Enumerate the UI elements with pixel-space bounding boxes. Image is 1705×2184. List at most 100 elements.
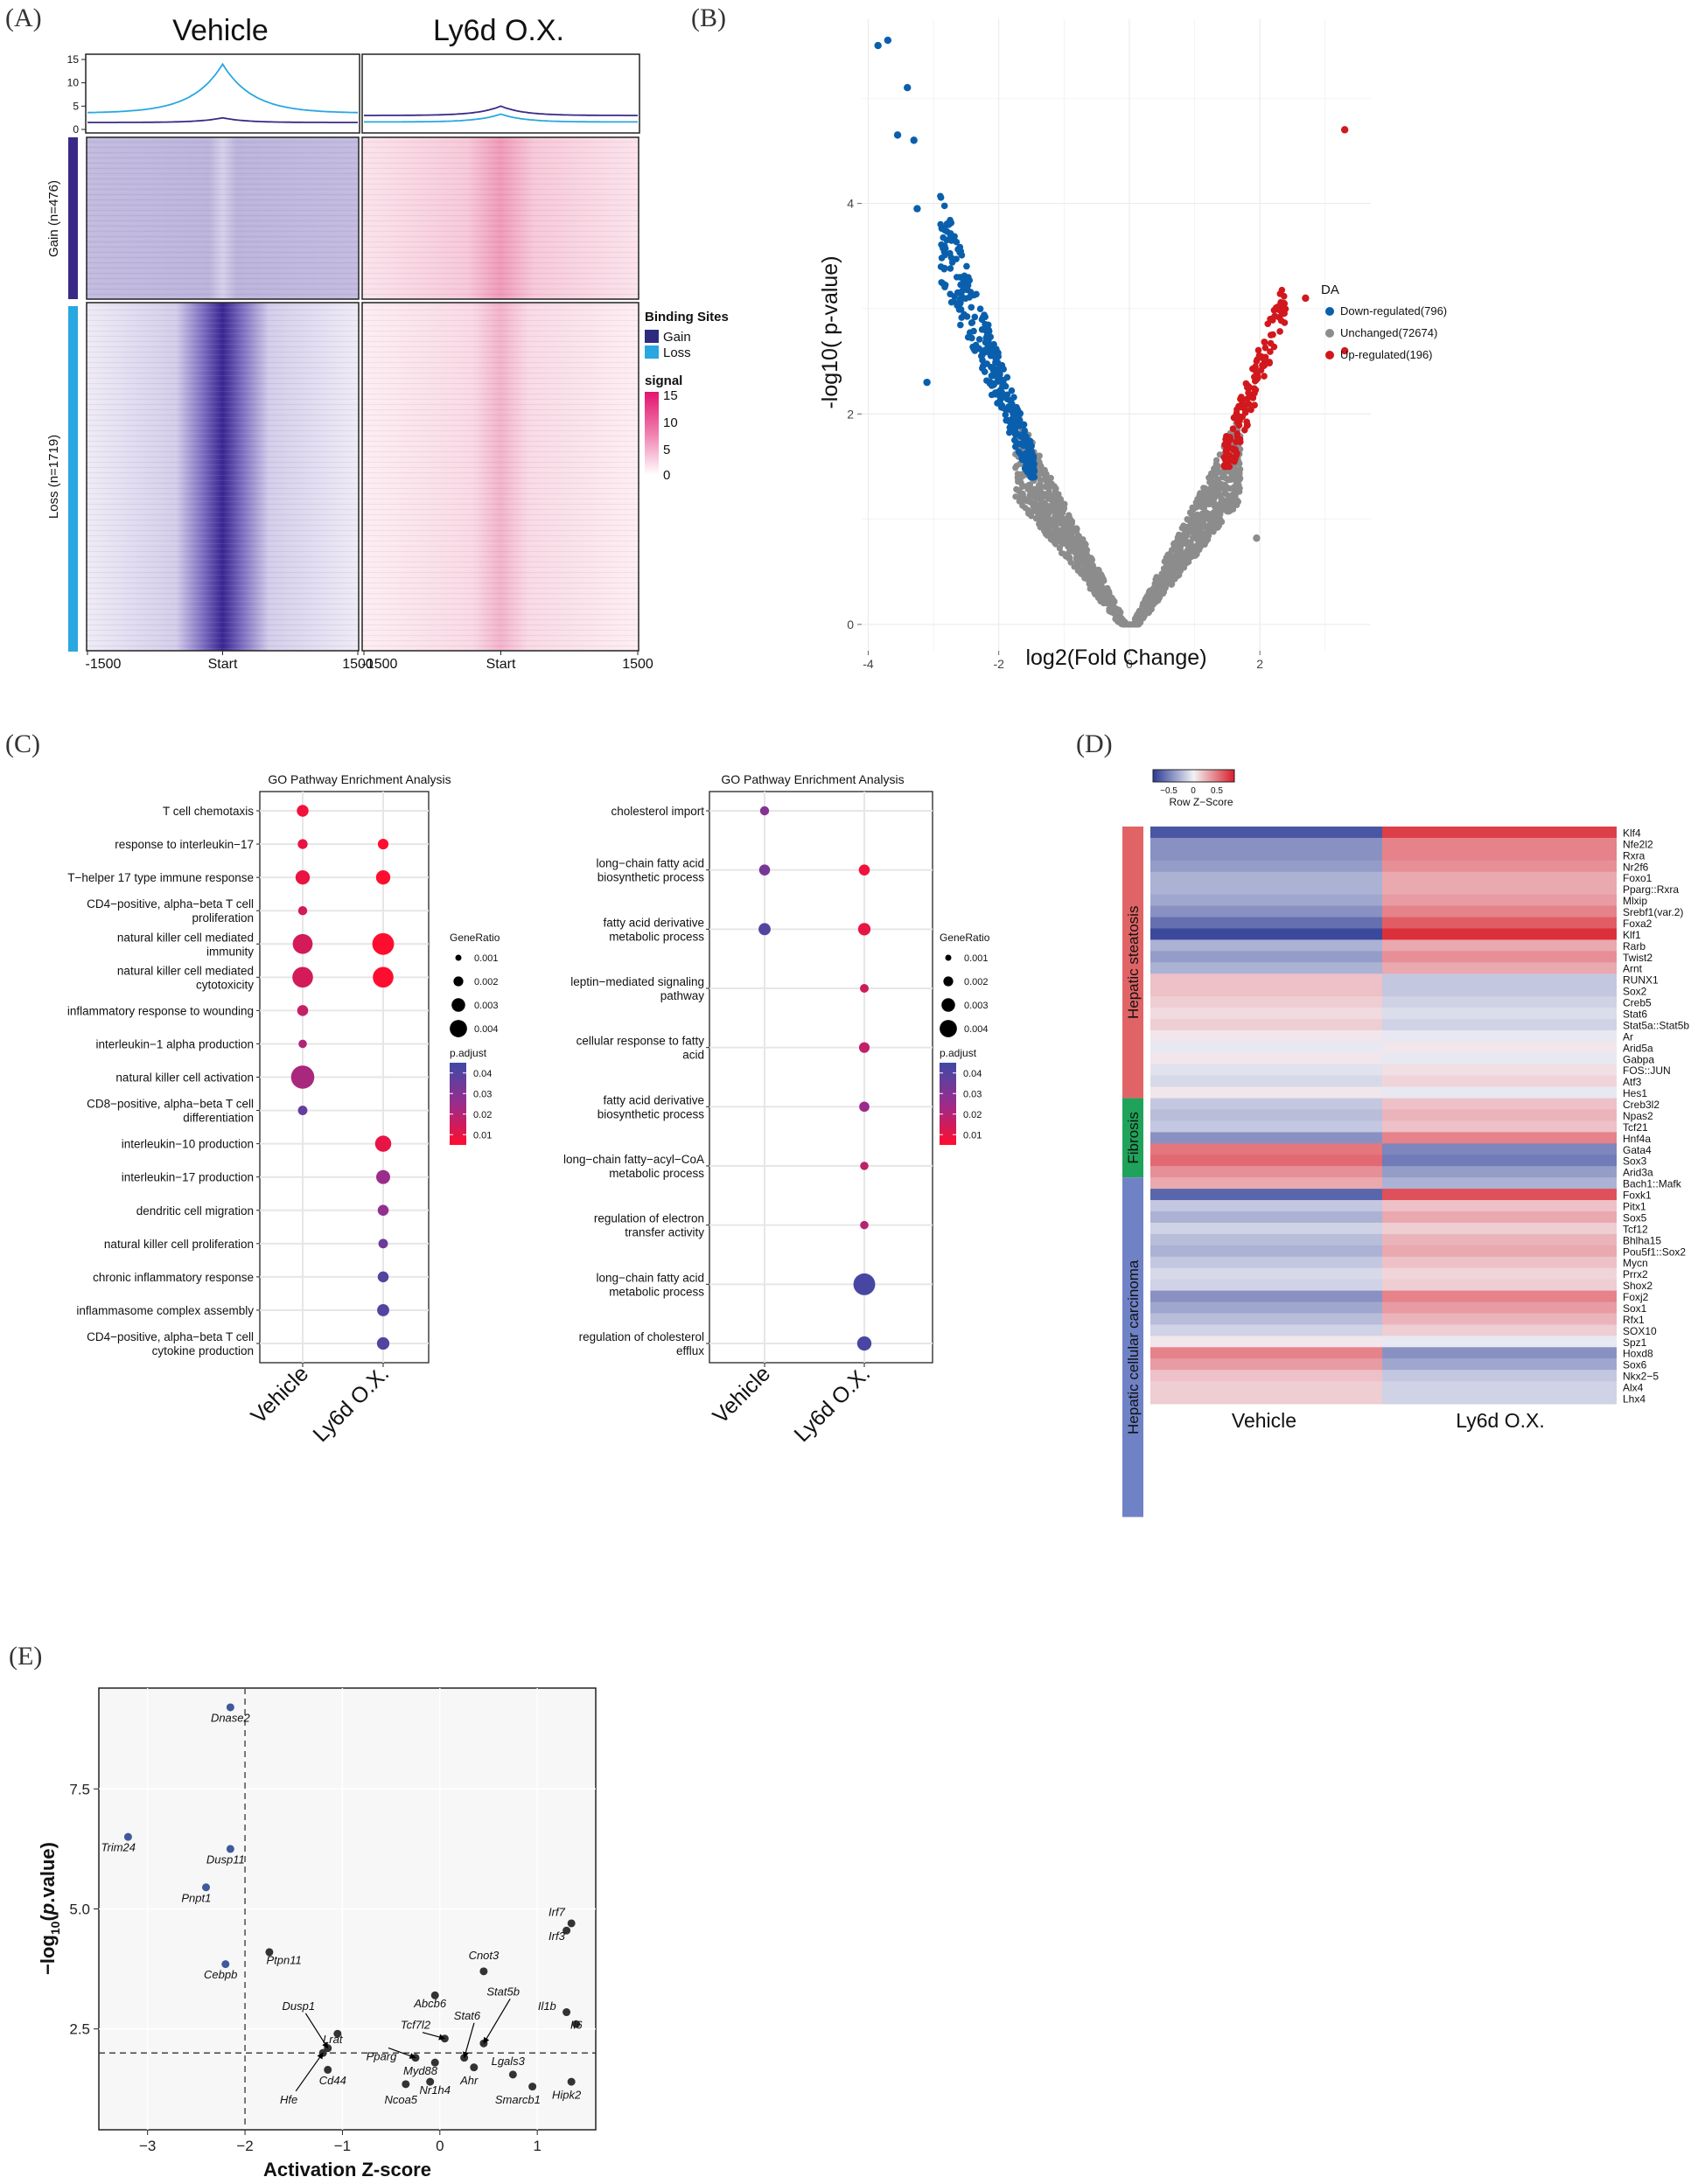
b-point-unchanged [1066, 512, 1073, 519]
b-point-down [979, 314, 987, 321]
d-cell-ly6d [1382, 1347, 1617, 1359]
a-heatmap-ly6d-loss-texture [362, 303, 639, 651]
e-point [563, 1926, 571, 1935]
d-row-label: Lhx4 [1623, 1393, 1646, 1406]
b-point-unchanged [1236, 485, 1243, 492]
e-point-label: Tcf7l2 [401, 2019, 431, 2032]
b-point-unchanged [1041, 511, 1048, 518]
d-cell-vehicle [1150, 1109, 1382, 1121]
b-point-down [941, 283, 948, 291]
d-row-label: Hoxd8 [1623, 1348, 1653, 1360]
d-cell-ly6d [1382, 1245, 1617, 1258]
b-point-up [1254, 346, 1262, 354]
d-cell-ly6d [1382, 905, 1617, 918]
c1-term-label: dendritic cell migration [136, 1204, 254, 1218]
e-point-label: Ncoa5 [384, 2093, 417, 2106]
d-group-bar [1122, 1177, 1143, 1518]
d-cell-ly6d [1382, 962, 1617, 974]
d-cell-ly6d [1382, 1086, 1617, 1099]
e-point-label: Dusp1 [283, 1999, 316, 2013]
b-point-up [1230, 414, 1238, 422]
d-row-label: Bach1::Mafk [1623, 1178, 1682, 1190]
d-cell-vehicle [1150, 1324, 1382, 1336]
b-point-unchanged [1067, 559, 1074, 566]
d-row-label: Foxo1 [1623, 872, 1653, 884]
b-point-down [1016, 416, 1024, 424]
b-point-up [1239, 403, 1246, 411]
b-point-outlier [1340, 346, 1349, 355]
d-row-label: Nfe2l2 [1623, 838, 1653, 850]
b-point-unchanged [1042, 526, 1049, 534]
b-point-down [947, 254, 955, 262]
panel-label-a: (A) [5, 3, 42, 32]
d-cell-vehicle [1150, 1008, 1382, 1020]
d-cell-ly6d [1382, 1155, 1617, 1167]
d-cell-ly6d [1382, 1029, 1617, 1043]
b-point-down [960, 277, 968, 285]
b-point-down [1023, 436, 1030, 444]
c1-term-label: chronic inflammatory response [93, 1271, 254, 1284]
b-point-down [985, 348, 993, 355]
b-ylabel: -log10( p-value) [818, 255, 842, 408]
b-point-up [1224, 463, 1231, 471]
c1-term-label: T cell chemotaxis [163, 805, 254, 818]
d-row-label: Nkx2−5 [1623, 1371, 1659, 1383]
a-profile-line-vehicle-loss [87, 62, 358, 114]
c1-dot [376, 1336, 390, 1350]
b-point-unchanged [1080, 542, 1087, 549]
d-cell-ly6d [1382, 883, 1617, 896]
e-point-label: Stat6 [454, 2009, 481, 2022]
c1-term-label: CD8−positive, alpha−beta T cell different… [87, 1098, 254, 1125]
d-cell-vehicle [1150, 996, 1382, 1008]
b-point-down [997, 393, 1004, 400]
c1-dot [290, 1065, 315, 1089]
d-row-label: Creb5 [1623, 997, 1652, 1009]
b-point-unchanged [1055, 528, 1062, 536]
d-cell-vehicle [1150, 1381, 1382, 1393]
d-cell-vehicle [1150, 1211, 1382, 1224]
b-point-unchanged [1037, 524, 1044, 531]
b-point-down [1023, 462, 1030, 469]
c1-term-label: natural killer cell mediated cytotoxicity [117, 964, 254, 991]
e-point [508, 2070, 517, 2079]
b-point-unchanged [1066, 554, 1073, 561]
d-cell-vehicle [1150, 1233, 1382, 1246]
d-cell-ly6d [1382, 827, 1617, 839]
b-point-down [995, 349, 1002, 357]
a-profile-ytick-label: 0 [73, 123, 79, 136]
b-point-unchanged [1060, 505, 1068, 512]
d-cell-vehicle [1150, 1392, 1382, 1405]
d-group-bar [1122, 827, 1143, 1099]
e-point-label: Lgals3 [492, 2055, 526, 2068]
d-cell-ly6d [1382, 1256, 1617, 1269]
b-point-unchanged [1046, 532, 1053, 539]
a-group-label-loss: Loss (n=1719) [46, 435, 61, 519]
d-cell-vehicle [1150, 860, 1382, 873]
b-point-unchanged [1212, 460, 1219, 467]
d-key-title: Row Z−Score [1169, 796, 1233, 808]
d-row-label: Rarb [1623, 940, 1646, 952]
d-cell-ly6d [1382, 837, 1617, 850]
a-group-bar-loss [68, 306, 78, 652]
b-point-outlier [923, 378, 931, 387]
b-point-unchanged [1166, 550, 1173, 557]
e-label-arrow [462, 2022, 475, 2059]
b-point-down [1031, 460, 1038, 468]
b-point-down [968, 318, 976, 326]
b-point-down [982, 320, 989, 328]
b-point-unchanged [1043, 472, 1050, 480]
b-point-down [1007, 425, 1014, 433]
d-cell-vehicle [1150, 1064, 1382, 1077]
d-row-label: Stat5a::Stat5b [1623, 1019, 1689, 1031]
b-point-unchanged [1152, 593, 1159, 600]
b-point-unchanged [1170, 561, 1177, 568]
b-point-down [1020, 442, 1027, 450]
c1-size-legend-dot [450, 1020, 467, 1037]
b-point-down [989, 364, 997, 372]
c2-term-label: long−chain fatty acid metabolic process [597, 1271, 705, 1298]
b-point-down [958, 288, 966, 295]
d-row-label: Klf1 [1623, 929, 1641, 941]
d-row-label: Tcf12 [1623, 1223, 1648, 1235]
c1-dot [297, 905, 308, 916]
d-row-label: Gabpa [1623, 1053, 1654, 1065]
